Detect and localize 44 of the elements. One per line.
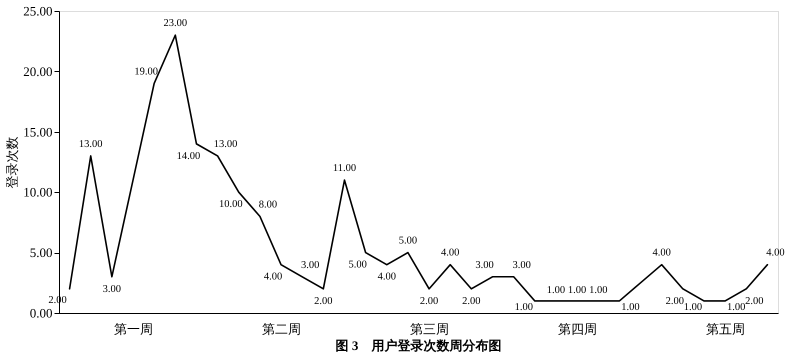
y-axis-title: 登录次数 xyxy=(4,136,20,188)
data-label: 14.00 xyxy=(176,150,200,162)
y-tick-label: 20.00 xyxy=(23,64,52,79)
data-label: 5.00 xyxy=(398,236,418,247)
data-label: 3.00 xyxy=(102,284,122,295)
y-tick-label: 25.00 xyxy=(23,4,52,18)
data-label: 1.00 xyxy=(589,284,608,296)
data-label: 4.00 xyxy=(264,272,282,283)
data-label: 4.00 xyxy=(378,272,396,283)
data-label: 8.00 xyxy=(258,199,278,210)
data-label: 13.00 xyxy=(214,138,238,150)
data-label: 10.00 xyxy=(218,199,243,210)
data-label: 3.00 xyxy=(301,260,320,271)
data-label: 3.00 xyxy=(475,260,494,271)
data-label: 2.00 xyxy=(745,296,764,307)
data-label: 4.00 xyxy=(652,248,671,259)
data-label: 1.00 xyxy=(546,284,566,296)
data-label: 1.00 xyxy=(726,302,746,313)
y-tick-label: 5.00 xyxy=(30,245,52,260)
data-label: 3.00 xyxy=(512,260,531,271)
data-label: 1.00 xyxy=(568,284,586,296)
data-label: 2.00 xyxy=(462,296,481,307)
y-tick-label: 0.00 xyxy=(30,306,52,320)
y-tick-label: 15.00 xyxy=(23,124,52,140)
data-label: 2.00 xyxy=(314,296,333,307)
data-label: 5.00 xyxy=(348,260,367,271)
x-tick-label: 第四周 xyxy=(558,322,598,336)
x-tick-label: 第二周 xyxy=(262,322,302,336)
x-tick-label: 第三周 xyxy=(410,322,450,336)
data-label: 4.00 xyxy=(766,248,785,259)
data-label: 2.00 xyxy=(666,296,684,307)
data-label: 2.00 xyxy=(420,296,438,307)
data-label: 1.00 xyxy=(621,302,640,313)
data-label: 11.00 xyxy=(332,163,356,174)
y-tick-label: 10.00 xyxy=(23,184,52,200)
data-label: 13.00 xyxy=(78,138,103,150)
data-label: 4.00 xyxy=(441,248,460,259)
text: 图 3 用户登录次数周分布图 xyxy=(336,338,502,353)
x-tick-label: 第五周 xyxy=(706,322,746,336)
data-label: 1.00 xyxy=(514,302,533,313)
data-label: 1.00 xyxy=(684,302,702,313)
data-label: 23.00 xyxy=(163,18,188,30)
x-tick-label: 第一周 xyxy=(114,322,154,336)
data-label: 19.00 xyxy=(134,66,158,78)
